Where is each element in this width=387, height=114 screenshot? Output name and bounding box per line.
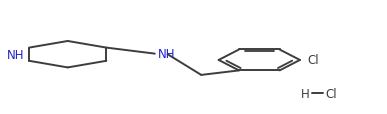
Text: Cl: Cl xyxy=(307,54,319,67)
Text: Cl: Cl xyxy=(325,87,337,100)
Text: NH: NH xyxy=(7,48,24,61)
Text: H: H xyxy=(301,87,310,100)
Text: NH: NH xyxy=(158,47,175,60)
